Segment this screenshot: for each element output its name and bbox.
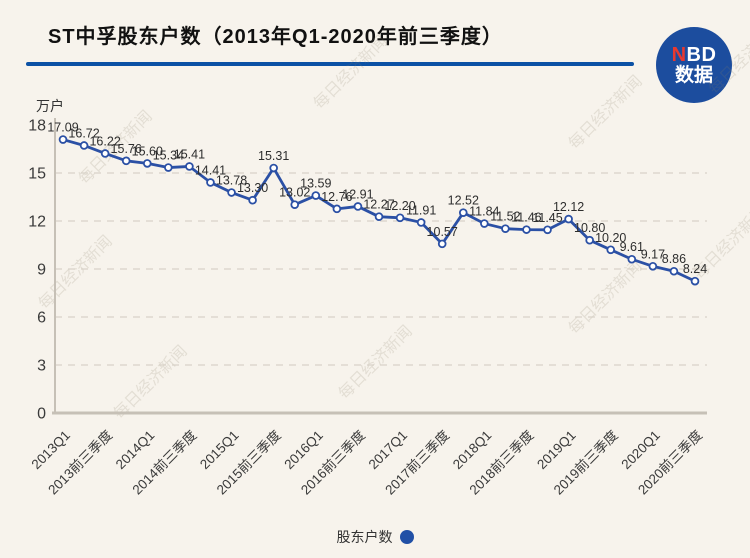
data-point-label: 12.12 [553, 200, 584, 214]
data-point-marker [79, 141, 89, 150]
nbd-logo-subtext: 数据 [674, 64, 713, 86]
y-tick-label: 0 [37, 406, 46, 423]
watermark-text: 每日经济新闻 [565, 72, 646, 153]
data-point-label: 15.41 [174, 147, 205, 161]
data-point-label: 11.91 [406, 203, 436, 217]
data-point-marker [206, 178, 215, 187]
legend-marker-dot [399, 530, 414, 544]
data-point-label: 10.57 [427, 225, 458, 239]
data-point-marker [185, 162, 194, 171]
data-point-marker [332, 204, 342, 214]
watermark-text: 每日经济新闻 [310, 32, 391, 113]
data-point-label: 12.20 [384, 199, 415, 213]
data-point-marker [164, 163, 173, 172]
data-point-label: 17.09 [47, 121, 78, 135]
data-point-label: 14.41 [195, 163, 226, 177]
nbd-logo-text: NBD [671, 43, 717, 66]
data-point-marker [501, 224, 510, 233]
data-point-label: 10.80 [574, 221, 605, 235]
data-point-marker [311, 191, 321, 200]
data-point-marker [437, 239, 447, 249]
data-point-marker [648, 261, 658, 271]
nbd-logo: NBD 数据 [656, 27, 732, 103]
data-point-label: 16.72 [68, 126, 99, 140]
data-point-marker [480, 219, 489, 228]
watermark-text: 每日经济新闻 [110, 342, 191, 423]
y-tick-label: 15 [28, 166, 46, 183]
legend-item-shareholder-count[interactable]: 股东户数 [0, 527, 750, 547]
data-point-label: 11.52 [490, 210, 520, 224]
data-point-label: 12.91 [342, 187, 373, 201]
y-tick-label: 9 [37, 262, 46, 279]
data-point-label: 13.78 [216, 174, 247, 188]
data-point-label: 8.86 [662, 252, 686, 266]
data-point-marker [627, 254, 637, 264]
y-tick-label: 6 [37, 310, 46, 327]
chart-title: ST中孚股东户数（2013年Q1-2020年前三季度） [48, 26, 503, 48]
data-point-marker [353, 202, 363, 211]
data-point-label: 13.59 [300, 177, 331, 191]
data-point-marker [395, 213, 405, 223]
data-point-label: 15.60 [132, 144, 163, 158]
legend-label: 股东户数 [336, 529, 393, 545]
nbd-logo-n: N [671, 43, 687, 66]
watermark-text: 每日经济新闻 [705, 17, 750, 98]
data-point-label: 16.22 [89, 134, 120, 148]
data-point-marker [669, 266, 679, 276]
data-point-marker [121, 156, 131, 166]
data-point-label: 8.24 [683, 262, 707, 276]
data-point-label: 12.76 [321, 190, 352, 204]
watermark-text: 每日经济新闻 [335, 322, 416, 403]
data-point-marker [543, 225, 552, 235]
data-point-marker [458, 208, 468, 217]
data-point-label: 11.45 [532, 211, 562, 225]
data-point-marker [227, 188, 236, 197]
data-point-marker [269, 163, 278, 173]
data-point-label: 12.52 [448, 194, 479, 208]
data-point-label: 15.34 [153, 149, 184, 163]
data-point-label: 15.31 [258, 149, 289, 163]
data-point-label: 9.61 [620, 240, 644, 254]
data-point-marker [142, 159, 152, 168]
data-point-marker [564, 214, 573, 224]
data-point-marker [290, 200, 300, 209]
nbd-logo-bd: BD [686, 43, 717, 66]
watermark-text: 每日经济新闻 [35, 232, 116, 313]
y-axis-unit-label: 万户 [36, 98, 64, 114]
data-point-marker [606, 245, 616, 255]
data-point-label: 15.76 [111, 142, 142, 156]
data-point-label: 13.02 [279, 186, 310, 200]
data-point-marker [690, 276, 700, 286]
data-point-label: 13.30 [237, 181, 268, 195]
y-tick-label: 18 [28, 118, 46, 135]
data-point-marker [374, 212, 384, 221]
data-point-marker [248, 195, 257, 205]
data-point-marker [416, 218, 426, 227]
data-point-marker [100, 149, 110, 158]
y-tick-label: 3 [37, 358, 46, 375]
title-divider [26, 62, 634, 66]
data-point-marker [58, 135, 68, 144]
data-point-label: 12.27 [363, 198, 394, 212]
data-point-label: 11.46 [511, 211, 541, 225]
data-point-marker [585, 235, 594, 245]
data-point-label: 11.84 [469, 205, 499, 219]
data-point-label: 9.17 [641, 247, 665, 261]
data-point-label: 10.20 [595, 231, 626, 245]
data-point-marker [522, 225, 531, 234]
y-tick-label: 12 [28, 214, 46, 231]
